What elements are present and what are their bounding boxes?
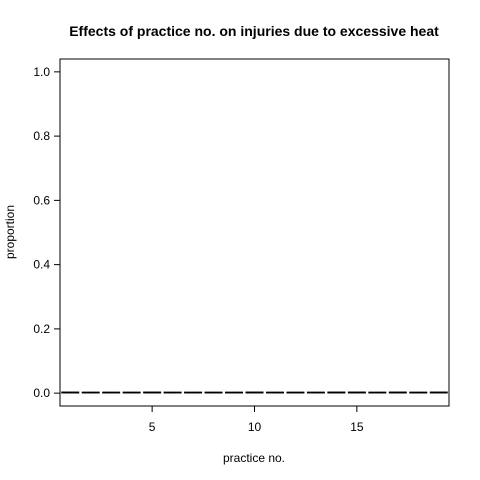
bar	[388, 391, 407, 394]
bar	[61, 391, 80, 394]
bar	[245, 391, 264, 394]
bar	[306, 391, 325, 394]
bar	[347, 391, 366, 394]
bar	[286, 391, 305, 394]
x-axis: 5 10 15	[149, 405, 364, 434]
y-tick-label: 0.8	[33, 129, 50, 143]
y-axis: 0.0 0.2 0.4 0.6 0.8 1.0	[33, 65, 61, 400]
y-tick-label: 1.0	[33, 65, 50, 79]
bar	[409, 391, 428, 394]
bar	[81, 391, 100, 394]
bar	[204, 391, 223, 394]
bar	[163, 391, 182, 394]
y-axis-label: proportion	[3, 205, 17, 259]
y-tick-label: 0.4	[33, 258, 50, 272]
bar	[265, 391, 284, 394]
bar	[143, 391, 162, 394]
y-tick-label: 0.2	[33, 322, 50, 336]
bar	[225, 391, 244, 394]
x-tick-label: 5	[149, 420, 156, 434]
x-tick-label: 10	[248, 420, 262, 434]
bar	[184, 391, 203, 394]
bar	[102, 391, 121, 394]
bar	[122, 391, 141, 394]
bar	[429, 391, 448, 394]
x-tick-label: 15	[350, 420, 364, 434]
bar	[327, 391, 346, 394]
y-tick-label: 0.6	[33, 193, 50, 207]
chart-title: Effects of practice no. on injuries due …	[69, 23, 439, 39]
x-axis-label: practice no.	[223, 451, 285, 465]
bar	[368, 391, 387, 394]
plot-frame	[59, 58, 450, 407]
data-marks	[61, 391, 448, 394]
y-tick-label: 0.0	[33, 386, 50, 400]
